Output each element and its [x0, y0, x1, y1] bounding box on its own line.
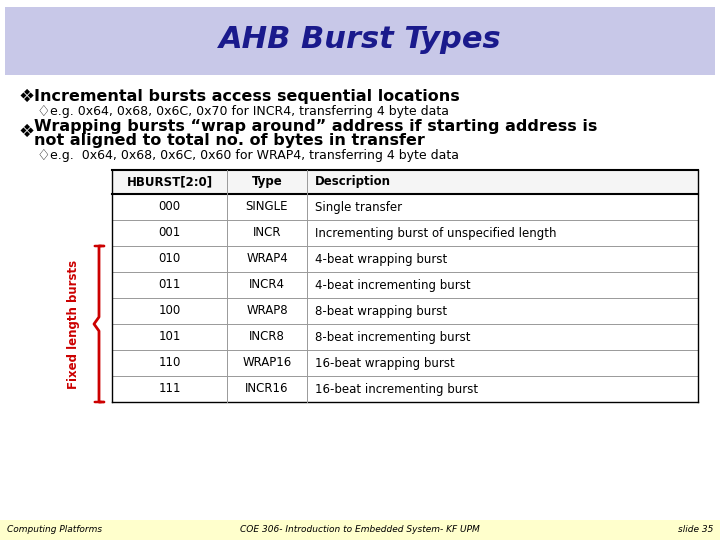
Bar [112, 170, 698, 194]
Text: 16-beat wrapping burst: 16-beat wrapping burst [315, 356, 455, 369]
Text: 110: 110 [158, 356, 181, 369]
Text: 101: 101 [158, 330, 181, 343]
Text: 4-beat incrementing burst: 4-beat incrementing burst [315, 279, 471, 292]
Text: e.g.  0x64, 0x68, 0x6C, 0x60 for WRAP4, transferring 4 byte data: e.g. 0x64, 0x68, 0x6C, 0x60 for WRAP4, t… [50, 148, 459, 161]
Text: HBURST[2:0]: HBURST[2:0] [127, 176, 212, 188]
Text: Incrementing burst of unspecified length: Incrementing burst of unspecified length [315, 226, 557, 240]
Text: Description: Description [315, 176, 391, 188]
Text: Wrapping bursts “wrap around” address if starting address is: Wrapping bursts “wrap around” address if… [34, 118, 598, 133]
Text: 8-beat wrapping burst: 8-beat wrapping burst [315, 305, 447, 318]
Text: INCR8: INCR8 [249, 330, 285, 343]
Text: ❖: ❖ [18, 88, 34, 106]
Text: 000: 000 [158, 200, 181, 213]
Text: WRAP16: WRAP16 [243, 356, 292, 369]
Text: slide 35: slide 35 [678, 525, 713, 535]
Text: Incremental bursts access sequential locations: Incremental bursts access sequential loc… [34, 90, 460, 105]
Text: Single transfer: Single transfer [315, 200, 402, 213]
Bar [0, 520, 720, 540]
Text: 011: 011 [158, 279, 181, 292]
Text: COE 306- Introduction to Embedded System- KF UPM: COE 306- Introduction to Embedded System… [240, 525, 480, 535]
Text: 16-beat incrementing burst: 16-beat incrementing burst [315, 382, 478, 395]
Text: INCR: INCR [253, 226, 282, 240]
Text: 4-beat wrapping burst: 4-beat wrapping burst [315, 253, 447, 266]
Text: not aligned to total no. of bytes in transfer: not aligned to total no. of bytes in tra… [34, 132, 425, 147]
Text: INCR4: INCR4 [249, 279, 285, 292]
Text: WRAP8: WRAP8 [246, 305, 288, 318]
Text: 001: 001 [158, 226, 181, 240]
Text: 111: 111 [158, 382, 181, 395]
Text: INCR16: INCR16 [246, 382, 289, 395]
Bar [5, 7, 715, 75]
Text: 8-beat incrementing burst: 8-beat incrementing burst [315, 330, 470, 343]
Text: WRAP4: WRAP4 [246, 253, 288, 266]
Text: Type: Type [251, 176, 282, 188]
Text: 010: 010 [158, 253, 181, 266]
Text: Fixed length bursts: Fixed length bursts [68, 259, 81, 389]
Text: e.g. 0x64, 0x68, 0x6C, 0x70 for INCR4, transferring 4 byte data: e.g. 0x64, 0x68, 0x6C, 0x70 for INCR4, t… [50, 105, 449, 118]
Text: ❖: ❖ [18, 123, 34, 141]
Text: 100: 100 [158, 305, 181, 318]
Text: Computing Platforms: Computing Platforms [7, 525, 102, 535]
Text: ♢: ♢ [36, 147, 50, 163]
Text: ♢: ♢ [36, 105, 50, 119]
Text: SINGLE: SINGLE [246, 200, 288, 213]
Text: AHB Burst Types: AHB Burst Types [219, 24, 501, 53]
